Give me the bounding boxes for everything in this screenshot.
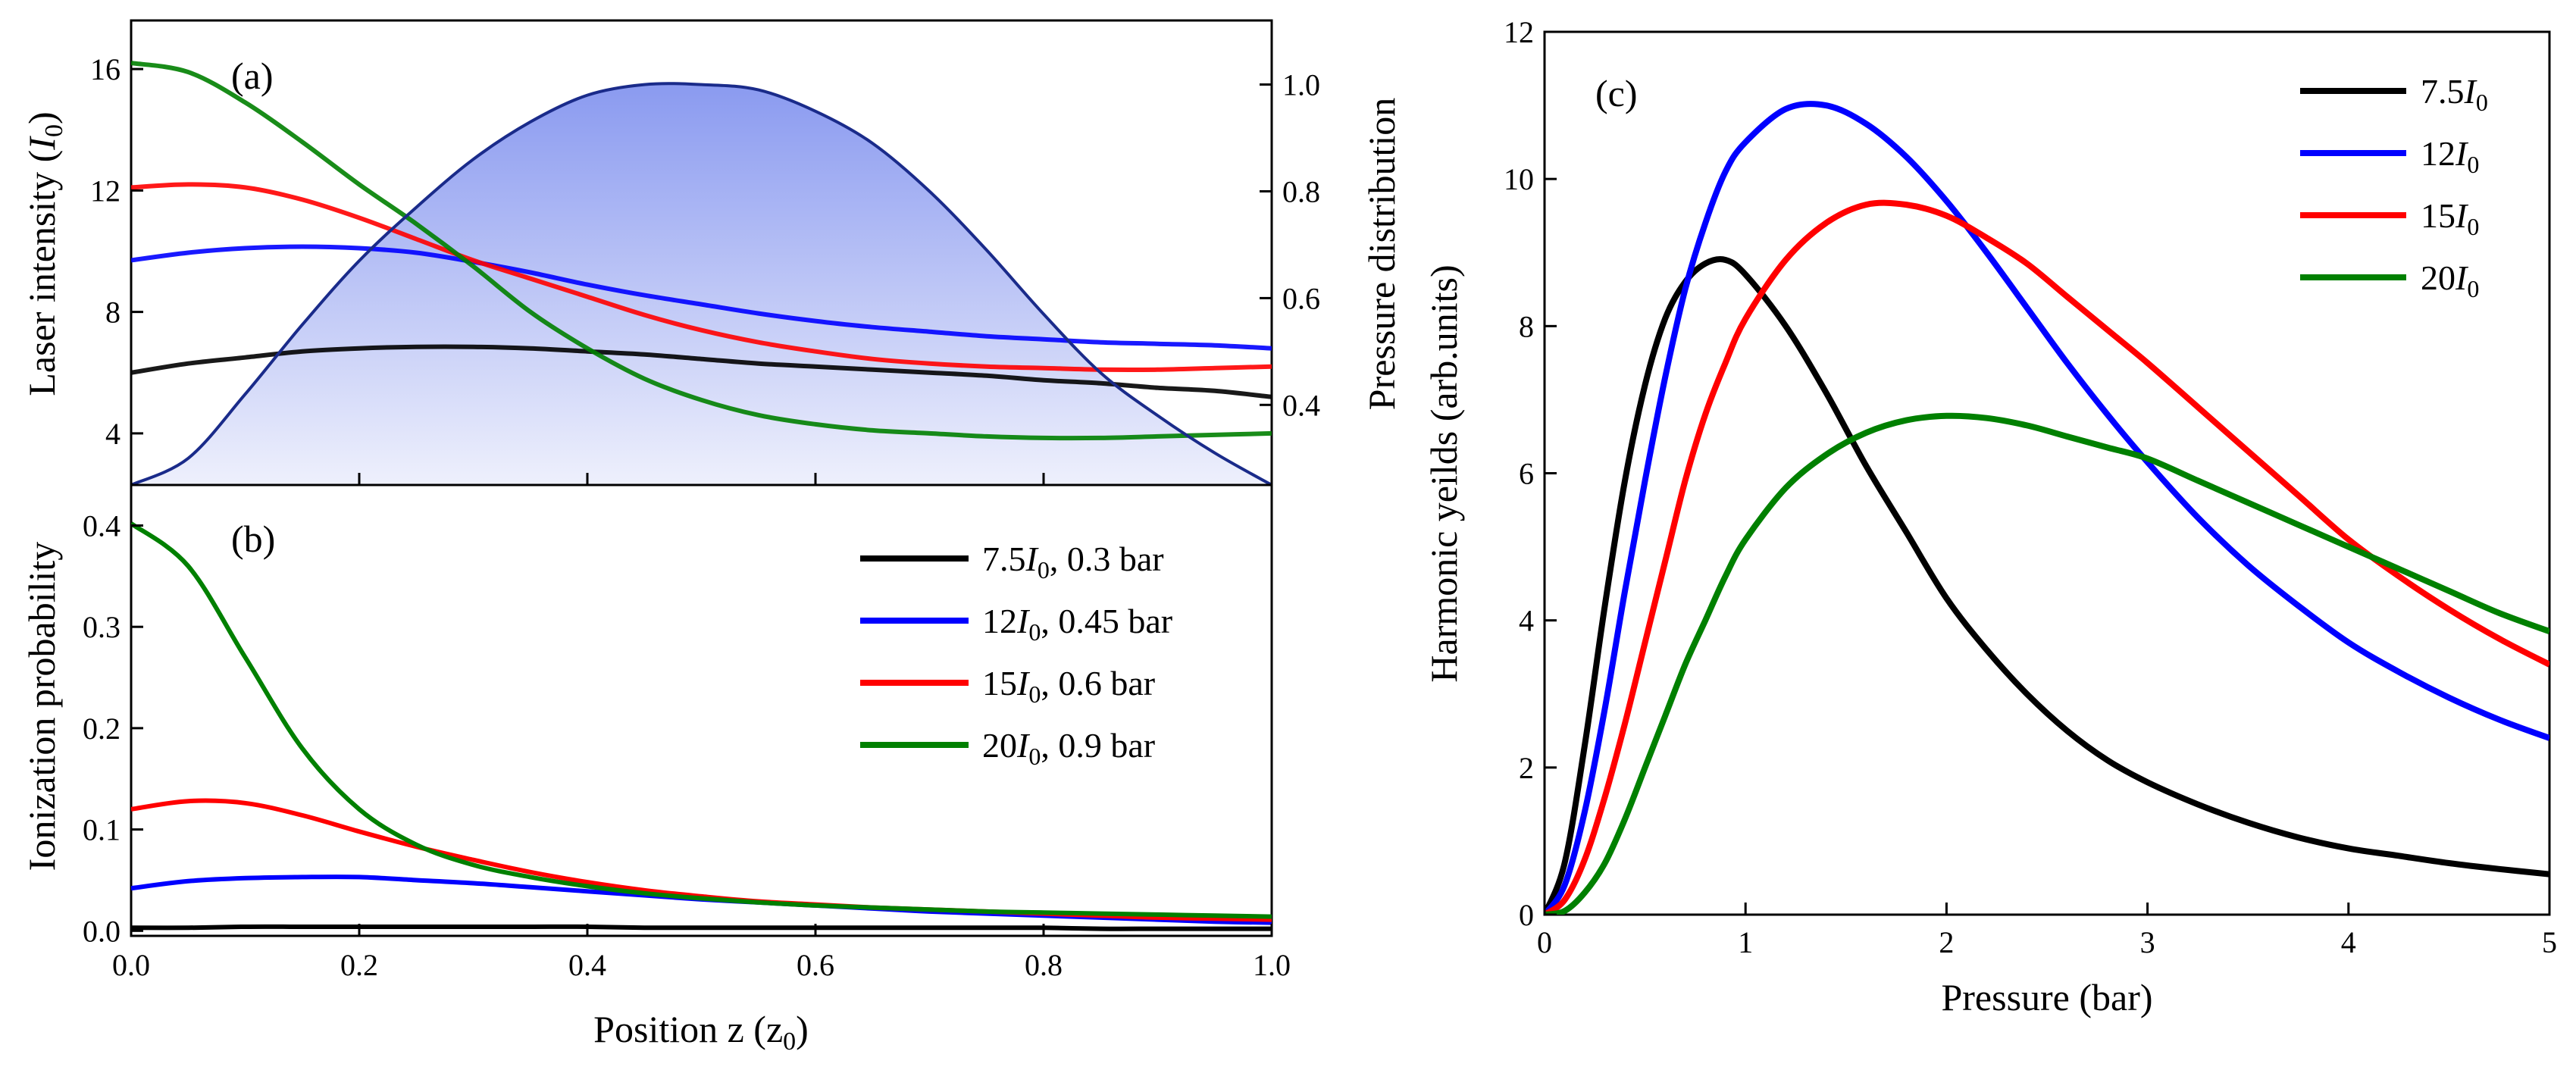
panel-b-ytick-label: 0.3 <box>83 610 121 644</box>
panel-b-ytick-label: 0.4 <box>83 508 121 543</box>
panel-c-label: (c) <box>1595 72 1638 114</box>
panel-c-series-12i0 <box>1545 101 2549 915</box>
panel-a-series-20i0 <box>131 61 1272 441</box>
panel-b-label: (b) <box>231 518 275 560</box>
panel-c-ytick-label: 2 <box>1519 751 1534 785</box>
panel-c-xtick-label: 2 <box>1939 925 1954 959</box>
panel-a-label: (a) <box>231 55 274 97</box>
panel-b-legend-label: 15I0, 0.6 bar <box>982 664 1155 708</box>
panel-b-series-7.5i0 <box>131 924 1272 931</box>
panel-c-ytick-label: 10 <box>1504 162 1534 196</box>
panel-b-ionization-chart: 0.0 0.1 0.2 0.3 0.4 0.0 0.2 0.4 0.6 0.8 1.0 (b) Io… <box>20 483 1291 1056</box>
panel-b-xtick-label: 0.0 <box>112 948 150 982</box>
panel-b-legend-label: 20I0, 0.9 bar <box>982 726 1155 770</box>
panel-c-xtick-label: 5 <box>2542 925 2557 959</box>
panel-b-ylabel: Ionization probability <box>20 542 63 871</box>
panel-c-legend: 7.5I0 12I0 15I0 20I0 <box>2300 72 2488 302</box>
panel-b-xtick-label: 1.0 <box>1253 948 1291 982</box>
panel-b-xtick-label: 0.6 <box>797 948 834 982</box>
panel-a-y2label: Pressure distribution <box>1360 98 1403 410</box>
panel-c-series-7.5i0 <box>1545 256 2549 915</box>
panel-b-xtick-label: 0.8 <box>1025 948 1063 982</box>
panel-c-legend-label: 12I0 <box>2421 134 2479 178</box>
panel-c-ytick-label: 4 <box>1519 604 1534 638</box>
panel-c-legend-label: 15I0 <box>2421 196 2479 240</box>
panel-a-series-7.5i0 <box>131 344 1272 399</box>
panel-b-ytick-label: 0.2 <box>83 712 121 746</box>
panel-a-y2tick-label: 0.6 <box>1282 281 1320 315</box>
panel-b-legend-label: 7.5I0, 0.3 bar <box>982 540 1164 583</box>
panel-b-xtick-label: 0.4 <box>568 948 606 982</box>
panel-c-legend-label: 20I0 <box>2421 258 2479 302</box>
panel-a-series-12i0 <box>131 244 1272 351</box>
panel-b-xlabel: Position z (z0) <box>593 1008 809 1056</box>
panel-b-frame <box>130 483 1273 937</box>
panel-a-ylabel: Laser intensity (I0) <box>20 111 68 396</box>
panel-a-y2tick-label: 1.0 <box>1282 68 1320 102</box>
panel-c-ytick-label: 6 <box>1519 457 1534 491</box>
panel-a-series-15i0 <box>131 182 1272 373</box>
panel-a-intensity-chart: 4 8 12 16 0.4 0.6 0.8 1.0 (a) Laser intensity (… <box>20 19 1403 487</box>
panel-c-legend-label: 7.5I0 <box>2421 72 2488 116</box>
panel-b-xtick-label: 0.2 <box>340 948 378 982</box>
pressure-distribution-area <box>131 83 1272 485</box>
panel-c-xlabel: Pressure (bar) <box>1941 976 2152 1018</box>
panel-c-frame <box>1543 30 2551 916</box>
panel-c-series-20i0 <box>1545 412 2549 915</box>
pressure-distribution-line <box>131 82 1272 485</box>
panel-a-ytick-label: 16 <box>90 52 121 86</box>
panel-a-ytick-label: 8 <box>105 296 121 330</box>
panel-a-y2tick-label: 0.8 <box>1282 174 1320 208</box>
panel-b-series-20i0 <box>131 521 1272 919</box>
panel-c-xtick-label: 4 <box>2341 925 2356 959</box>
panel-b-ytick-label: 0.1 <box>83 813 121 847</box>
panel-c-ytick-label: 12 <box>1504 15 1534 49</box>
panel-b-legend: 7.5I0, 0.3 bar 12I0, 0.45 bar 15I0, 0.6 ba… <box>860 540 1172 770</box>
panel-c-ytick-label: 8 <box>1519 309 1534 343</box>
panel-a-ytick-label: 4 <box>105 417 121 451</box>
panel-a-y2tick-label: 0.4 <box>1282 388 1320 422</box>
panel-c-series-15i0 <box>1545 199 2549 915</box>
panel-c-ylabel: Harmonic yeilds (arb.units) <box>1423 264 1465 682</box>
panel-b-series-15i0 <box>131 798 1272 922</box>
panel-c-xtick-label: 1 <box>1738 925 1753 959</box>
panel-a-ytick-label: 12 <box>90 174 121 208</box>
panel-b-ytick-label: 0.0 <box>83 914 121 948</box>
panel-c-xtick-label: 0 <box>1537 925 1552 959</box>
panel-c-ytick-label: 0 <box>1519 898 1534 932</box>
panel-c-xtick-label: 3 <box>2140 925 2155 959</box>
panel-b-legend-label: 12I0, 0.45 bar <box>982 602 1172 646</box>
